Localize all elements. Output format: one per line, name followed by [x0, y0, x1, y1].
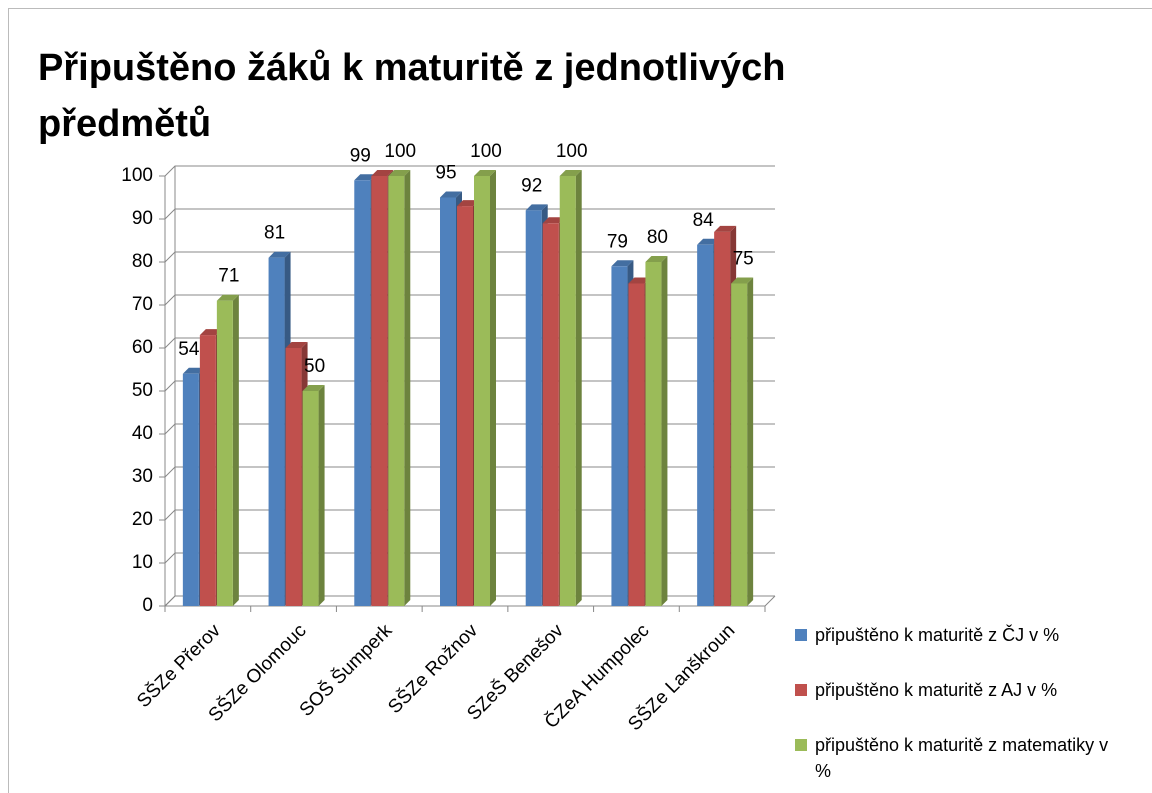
bar-top	[474, 170, 496, 176]
legend-label: připuštěno k maturitě z AJ v %	[815, 680, 1058, 700]
bar-front	[268, 257, 285, 606]
y-tick-label: 70	[132, 294, 153, 315]
bar-top	[354, 174, 377, 181]
y-tick-label: 80	[132, 251, 153, 272]
bar-front	[628, 283, 645, 606]
bar-front	[457, 206, 473, 606]
y-tick-label: 90	[132, 208, 153, 229]
bar-front	[285, 348, 302, 606]
bar-front	[216, 300, 233, 606]
bar	[388, 170, 411, 606]
bar-front	[559, 176, 576, 606]
bar-top	[285, 342, 308, 348]
bar-side	[575, 170, 582, 606]
bar-front	[697, 244, 714, 607]
bar-side	[490, 170, 496, 606]
legend: připuštěno k maturitě z ČJ v % připuštěno…	[795, 622, 1140, 793]
data-label: 81	[264, 223, 285, 244]
bar	[474, 170, 496, 606]
bar-front	[440, 197, 456, 606]
bar-top	[440, 191, 462, 198]
y-tick-label: 10	[132, 552, 153, 573]
bar	[731, 277, 754, 606]
x-tick-label: SOŠ Šumperk	[295, 619, 397, 721]
bar-side	[747, 277, 754, 606]
legend-label: připuštěno k maturitě z matematiky v %	[815, 735, 1109, 781]
data-label: 100	[470, 141, 502, 162]
data-label: 100	[556, 141, 588, 162]
y-tick-label: 30	[132, 466, 153, 487]
bar-side	[318, 385, 325, 606]
x-tick-label: SŠZe Rožnov	[384, 619, 483, 718]
legend-item: připuštěno k maturitě z ČJ v %	[795, 622, 1125, 648]
data-label: 50	[304, 356, 325, 377]
legend-swatch	[795, 739, 807, 751]
data-label: 75	[733, 249, 754, 270]
y-tick-label: 20	[132, 509, 153, 530]
legend-swatch	[795, 629, 807, 641]
bar-front	[302, 391, 319, 606]
bar-top	[457, 200, 479, 207]
y-tick-label: 100	[121, 165, 153, 186]
chart-title: Připuštěno žáků k maturitě z jednotlivýc…	[38, 47, 786, 145]
y-tick-label: 50	[132, 380, 153, 401]
bar-side	[404, 170, 411, 606]
bar-top	[731, 277, 754, 284]
bar-front	[731, 283, 748, 606]
bar-top	[388, 170, 411, 176]
data-label: 80	[647, 227, 668, 248]
bar	[645, 256, 668, 606]
data-label: 95	[435, 163, 456, 184]
bar-front	[199, 335, 216, 606]
grid-line	[164, 165, 775, 177]
bar-front	[542, 223, 559, 607]
bar-front	[354, 180, 371, 607]
legend-swatch	[795, 684, 807, 696]
chart-border	[8, 8, 1152, 793]
bar-top	[714, 225, 737, 232]
bar-top	[268, 251, 291, 258]
bar	[216, 294, 239, 606]
bar-top	[559, 170, 582, 176]
bar-side	[661, 256, 668, 606]
bar-front	[611, 266, 628, 606]
data-label: 92	[521, 175, 542, 196]
x-tick-label: SŠZe Přerov	[132, 619, 225, 712]
data-label: 71	[218, 266, 239, 287]
bar-front	[474, 176, 490, 606]
bar-front	[714, 231, 731, 606]
bar-top	[199, 329, 222, 336]
legend-label: připuštěno k maturitě z ČJ v %	[815, 625, 1060, 645]
legend-item: připuštěno k maturitě z matematiky v %	[795, 732, 1125, 784]
y-tick-label: 0	[142, 595, 153, 616]
bar-top	[611, 260, 634, 267]
bar-top	[216, 294, 239, 301]
bar-top	[628, 277, 651, 284]
bar-top	[645, 256, 668, 262]
bar-front	[388, 176, 405, 606]
data-label: 79	[607, 231, 628, 252]
bar-front	[645, 262, 662, 606]
bar	[559, 170, 582, 606]
bar-top	[525, 204, 548, 211]
bar-side	[232, 294, 239, 606]
bar-top	[302, 385, 325, 391]
y-tick-label: 60	[132, 337, 153, 358]
data-label: 100	[384, 141, 416, 162]
legend-item: připuštěno k maturitě z AJ v %	[795, 677, 1125, 703]
bar	[302, 385, 325, 606]
bar-top	[697, 238, 720, 245]
data-label: 99	[350, 145, 371, 166]
y-tick-label: 40	[132, 423, 153, 444]
bar-front	[182, 373, 199, 606]
data-label: 54	[178, 339, 200, 360]
bar-top	[182, 367, 205, 374]
bar-front	[371, 176, 388, 606]
bar-top	[542, 217, 565, 224]
data-label: 84	[693, 210, 715, 231]
bar-top	[371, 170, 394, 176]
bar-front	[525, 210, 542, 606]
